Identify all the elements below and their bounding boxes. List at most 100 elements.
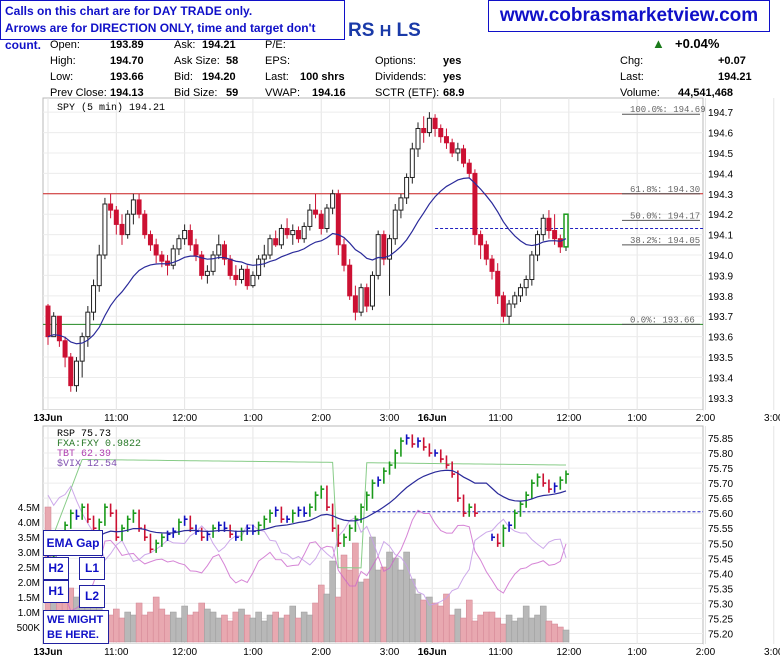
l2-callout: L2 <box>79 585 105 608</box>
x-tick-label: 3:00 <box>380 413 400 424</box>
candle-body <box>358 287 364 313</box>
h2-text: H2 <box>48 561 64 575</box>
notice-line-2: Arrows are for DIRECTION ONLY, time and … <box>5 21 316 52</box>
high-label: High: <box>50 55 76 67</box>
volume-bar <box>386 551 393 643</box>
x-tick-label: 11:00 <box>488 413 513 424</box>
x-tick-label: 13Jun <box>34 413 63 424</box>
h2-callout: H2 <box>43 557 69 580</box>
candle-body <box>324 207 330 229</box>
volume-value: 44,541,468 <box>678 87 734 99</box>
volume-bar <box>329 560 336 643</box>
candle-body <box>517 287 523 297</box>
x-axis-bar-1 <box>43 410 703 424</box>
axis-labels: 13Jun 13Jun 11:00 11:00 12:00 12:00 1:00 1:00 2:… <box>17 108 780 658</box>
price-candles <box>45 112 569 392</box>
last2-value: 194.21 <box>718 71 752 83</box>
candle-body <box>529 254 535 281</box>
bid-size-label: Bid Size: <box>174 87 218 99</box>
volume-y-tick: 4.5M <box>18 503 40 514</box>
volume-bar <box>551 623 558 643</box>
website-link[interactable]: www.cobrasmarketview.com <box>499 5 759 26</box>
volume-bar <box>147 611 154 643</box>
candle-body <box>404 176 410 199</box>
price-y-tick: 194.4 <box>708 169 733 180</box>
candle-body <box>284 227 290 236</box>
candle-body <box>170 248 176 266</box>
candle-body <box>193 244 199 256</box>
l2-text: L2 <box>84 589 99 603</box>
ema-lines <box>47 177 567 556</box>
volume-bar <box>557 626 564 643</box>
candle-body <box>398 197 404 211</box>
candle-body <box>352 295 358 313</box>
candle-body <box>176 238 182 250</box>
rsp-y-tick: 75.60 <box>708 509 733 520</box>
candle-body <box>113 209 119 225</box>
day-trade-notice: Calls on this chart are for DAY TRADE on… <box>0 0 345 52</box>
volume-bar <box>289 605 297 643</box>
volume-bar <box>471 620 479 643</box>
candle-body <box>56 315 62 342</box>
vwap-value: 194.16 <box>312 87 346 99</box>
last-candle-body <box>563 213 569 248</box>
volume-bar <box>545 620 553 643</box>
candle-body <box>125 213 131 236</box>
volume-bar <box>204 608 211 643</box>
volume-bar <box>130 614 137 643</box>
eps-label: EPS: <box>265 55 291 67</box>
price-panel-frame <box>42 97 704 411</box>
candle-body <box>455 148 461 154</box>
x-tick-label: 11:00 <box>104 413 129 424</box>
might-line-1: WE MIGHT <box>47 614 104 626</box>
candle-body <box>347 264 353 297</box>
symbol-label: RS H LS <box>348 20 421 42</box>
candle-body <box>216 244 222 256</box>
symbol-h: H <box>379 23 392 40</box>
candle-body <box>506 303 512 317</box>
pct-change-value: +0.04% <box>675 36 720 51</box>
candle-body <box>273 238 279 246</box>
x-tick-label: 12:00 <box>172 647 197 658</box>
volume-bar <box>352 542 359 643</box>
candle-body <box>199 254 205 276</box>
volume-bar <box>454 608 462 643</box>
website-banner[interactable]: www.cobrasmarketview.com <box>488 0 770 32</box>
volume-bar <box>238 608 245 643</box>
rsp-y-tick: 75.55 <box>708 524 733 535</box>
candle-body <box>472 172 478 236</box>
volume-bar <box>261 620 268 643</box>
l1-text: L1 <box>84 561 99 575</box>
volume-bar <box>431 602 439 643</box>
dividends-label: Dividends: <box>375 71 427 83</box>
volume-bar <box>135 602 143 643</box>
price-ema-line <box>47 177 567 345</box>
candle-body <box>426 117 432 134</box>
legend-vix: $VIX 12.54 <box>57 458 117 470</box>
candle-body <box>136 199 142 215</box>
candle-body <box>330 193 336 209</box>
candle-body <box>301 225 307 240</box>
open-label: Open: <box>50 39 80 51</box>
ema-gap-callout: EMA Gap <box>43 530 103 556</box>
candle-body <box>79 336 85 362</box>
candle-body <box>421 127 427 134</box>
candle-body <box>387 238 393 260</box>
overlay-lines: 100.0%: 194.69 61.8%: 194.30 50.0%: 194.17… <box>43 105 706 612</box>
legend-tbt: TBT 62.39 <box>57 449 111 460</box>
x-tick-label: 12:00 <box>556 413 581 424</box>
x-tick-label: 2:00 <box>311 647 331 658</box>
x-tick-label: 1:00 <box>243 413 263 424</box>
volume-bar <box>323 593 331 643</box>
pe-label: P/E: <box>265 39 286 51</box>
candle-body <box>546 217 552 232</box>
x-tick-label: 1:00 <box>243 647 263 658</box>
volume-bar <box>409 578 416 643</box>
volume-bar <box>539 605 547 643</box>
ask-size-value: 58 <box>226 55 239 67</box>
l1-callout: L1 <box>79 557 105 580</box>
candle-body <box>147 234 153 246</box>
volume-bar <box>505 614 513 643</box>
x-tick-label: 2:00 <box>696 413 716 424</box>
candle-body <box>102 203 108 256</box>
